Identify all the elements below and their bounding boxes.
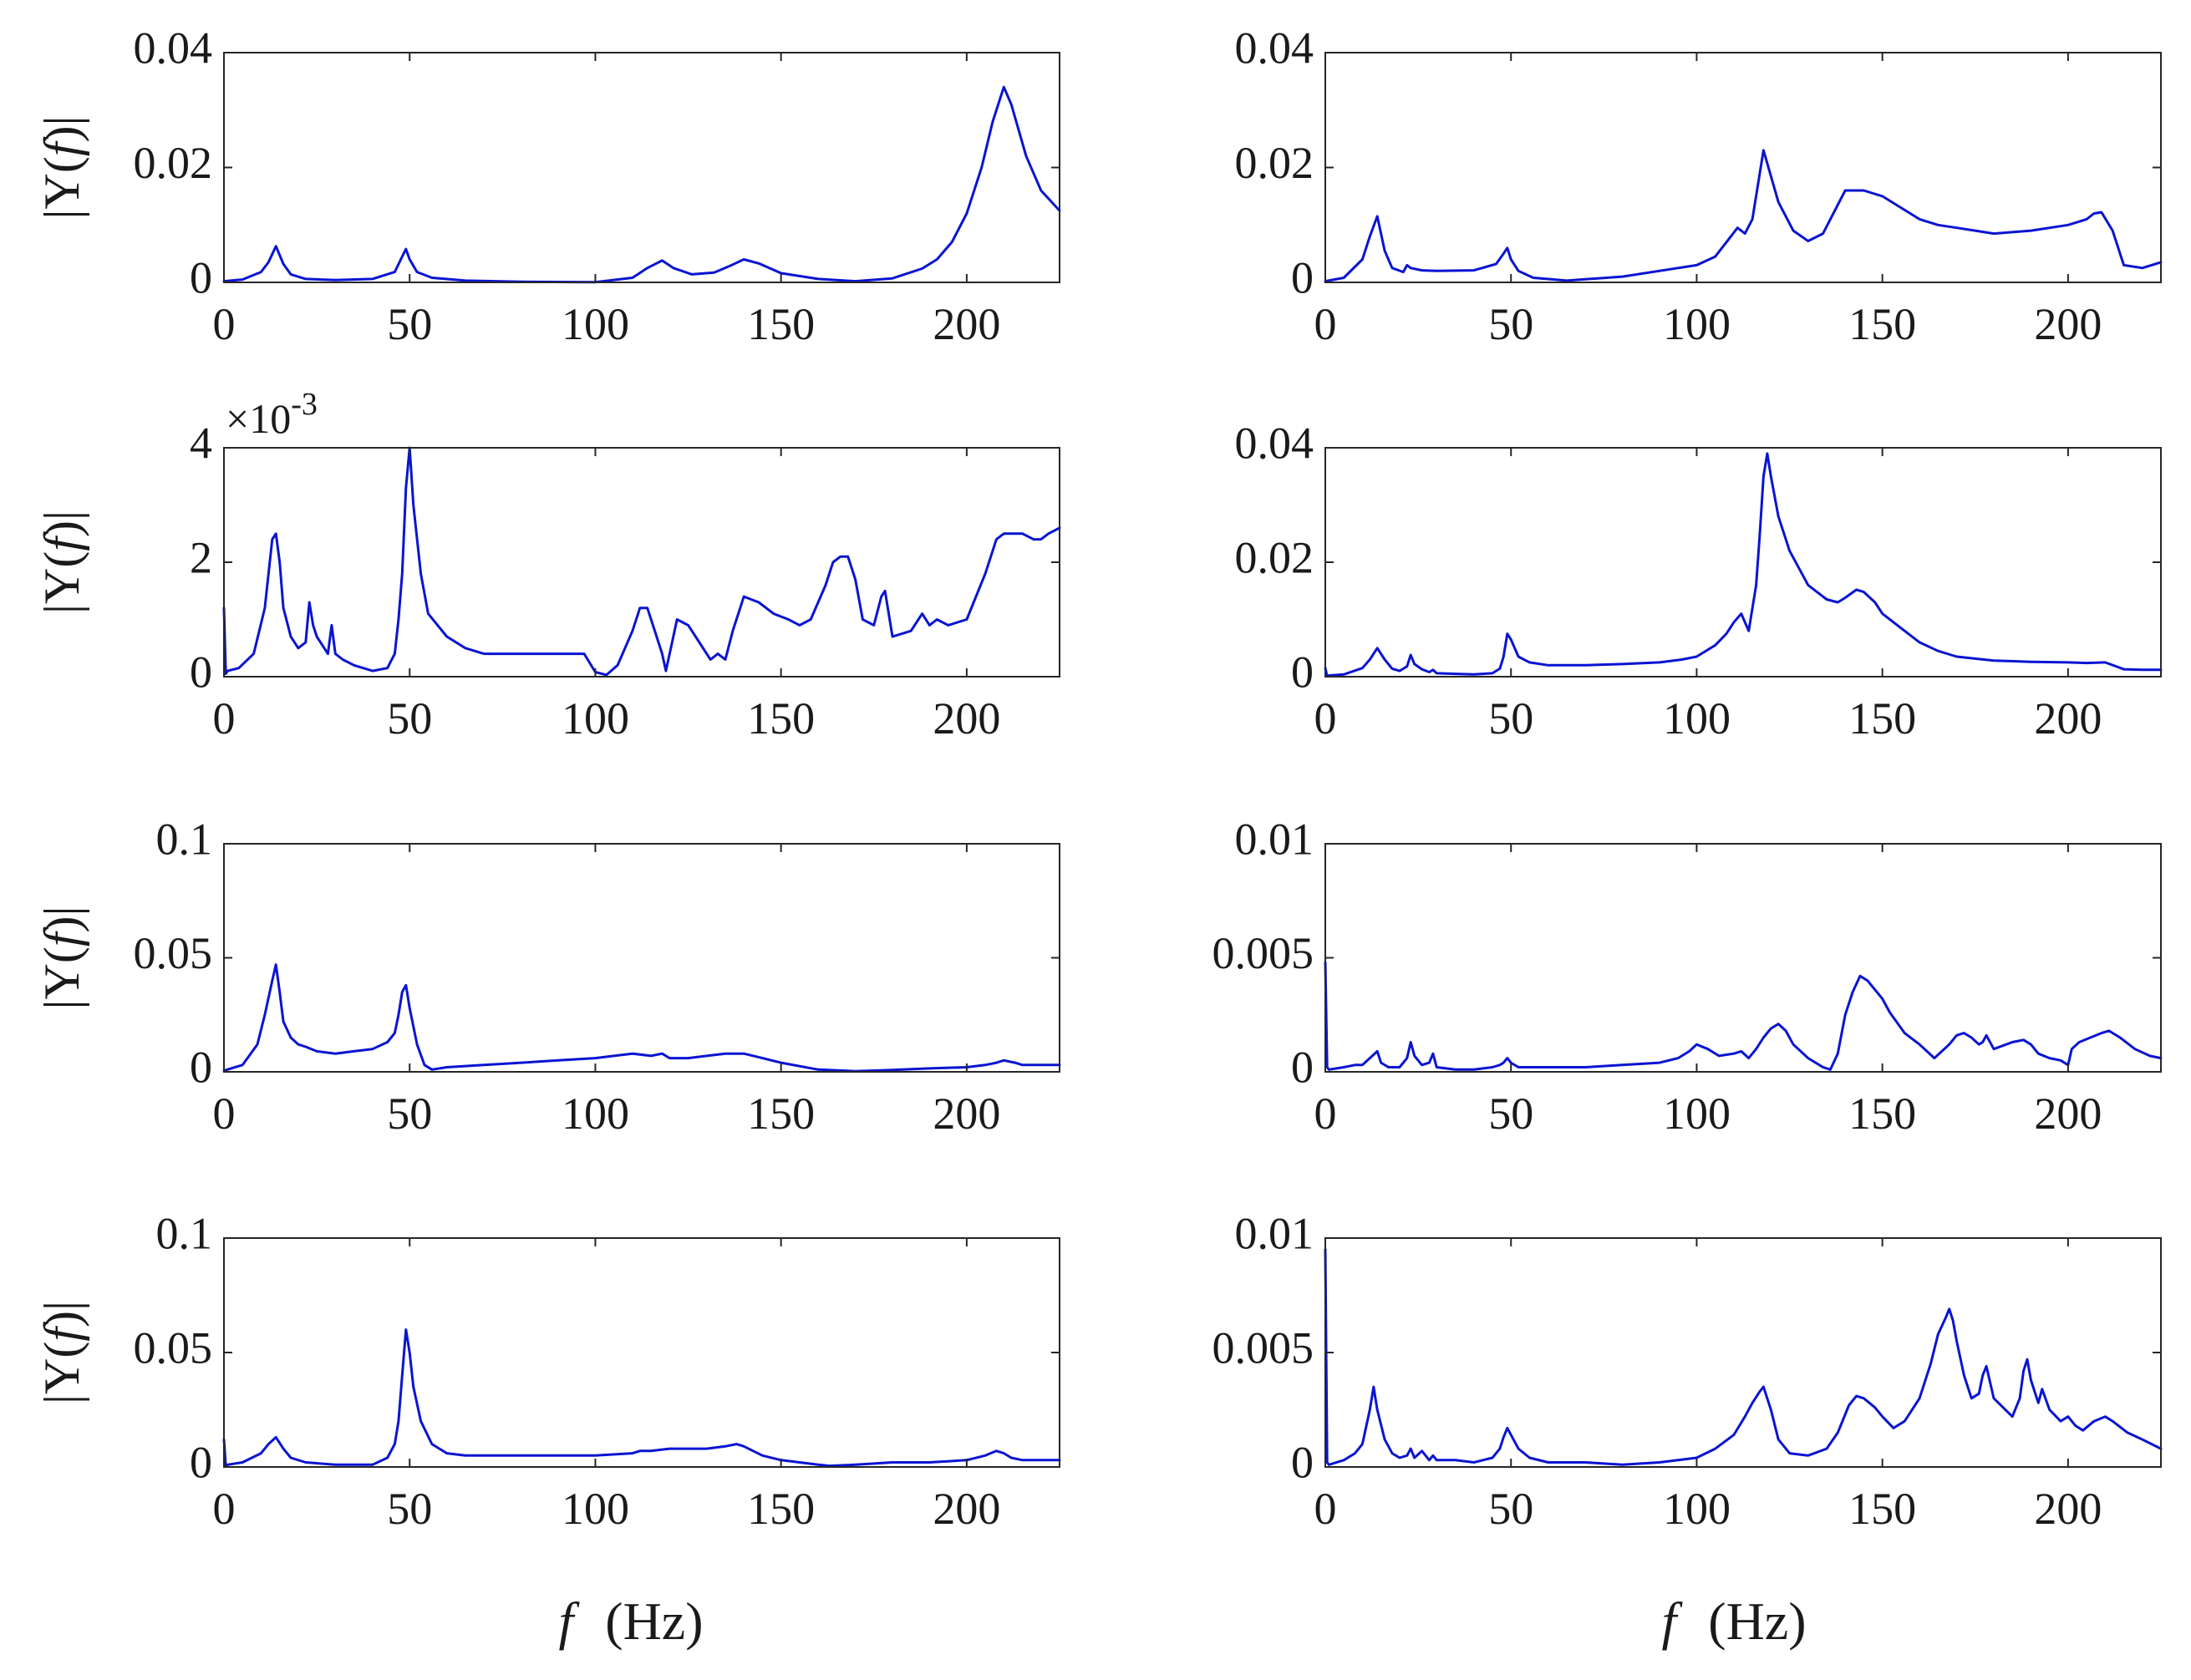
- y-tick-label: 0.02: [134, 138, 213, 188]
- x-tick-label: 50: [387, 1089, 432, 1139]
- y-tick-label: 0.04: [1235, 23, 1314, 73]
- x-tick-label: 150: [747, 693, 815, 744]
- x-tick-label: 50: [387, 693, 432, 744]
- y-tick-label: 0: [190, 1042, 212, 1092]
- x-tick-label: 200: [2034, 1089, 2102, 1139]
- axes-box: [1324, 52, 2162, 283]
- x-tick-label: 50: [1488, 1484, 1533, 1534]
- y-tick-label: 0: [1291, 647, 1314, 697]
- x-tick-label: 150: [747, 1089, 815, 1139]
- x-tick-label: 0: [213, 1089, 236, 1139]
- axes-box: [223, 1237, 1060, 1468]
- chart-panel-row1-left: 0 50 100 150 200 0 0.02 0.04 |Y(f)|: [34, 23, 1061, 349]
- axes-box: [223, 843, 1060, 1073]
- svg-text:f (Hz): f (Hz): [558, 1591, 703, 1651]
- y-axis-label: |Y(f)|: [34, 510, 89, 614]
- x-tick-label: 150: [747, 299, 815, 349]
- x-tick-label: 100: [562, 1089, 629, 1139]
- x-tick-label: 100: [562, 1484, 629, 1534]
- x-tick-label: 100: [1663, 693, 1731, 744]
- x-tick-label: 50: [1488, 693, 1533, 744]
- y-tick-label: 0.005: [1212, 1322, 1314, 1373]
- x-tick-label: 150: [1848, 299, 1916, 349]
- chart-panel-row3-right: 0 50 100 150 200 0 0.005 0.01: [1212, 814, 2163, 1139]
- y-tick-label: 0.02: [1235, 138, 1314, 188]
- x-tick-label: 150: [1848, 1484, 1916, 1534]
- x-tick-label: 0: [1314, 1089, 1337, 1139]
- x-tick-label: 50: [387, 299, 432, 349]
- series-line-row4-left: [222, 1328, 1061, 1468]
- chart-panel-row1-right: 0 50 100 150 200 0 0.02 0.04: [1235, 23, 2163, 349]
- axes-box: [1324, 843, 2162, 1073]
- y-axis-label: |Y(f)|: [34, 1301, 89, 1404]
- axes-box: [223, 447, 1060, 678]
- x-tick-label: 50: [387, 1484, 432, 1534]
- y-tick-label: 0.01: [1235, 814, 1314, 864]
- y-exponent-label: ×10-3: [226, 387, 318, 442]
- y-tick-label: 0.05: [134, 1322, 213, 1373]
- chart-panel-row4-left: 0 50 100 150 200 0 0.05 0.1 |Y(f)|: [34, 1208, 1061, 1534]
- chart-panel-row2-right: 0 50 100 150 200 0 0.02 0.04: [1235, 418, 2163, 744]
- x-tick-label: 100: [562, 299, 629, 349]
- y-tick-label: 0.005: [1212, 928, 1314, 978]
- x-tick-label: 0: [1314, 693, 1337, 744]
- x-tick-label: 200: [933, 1089, 1000, 1139]
- y-tick-label: 0.1: [156, 814, 213, 864]
- x-axis-label-left: f (Hz): [558, 1591, 703, 1651]
- series-line-row2-right: [1324, 452, 2163, 678]
- axes-box: [1324, 447, 2162, 678]
- series-line-row1-right: [1324, 149, 2163, 283]
- y-tick-label: 0: [1291, 1042, 1314, 1092]
- x-tick-label: 200: [933, 1484, 1000, 1534]
- chart-panel-row3-left: 0 50 100 150 200 0 0.05 0.1 |Y(f)|: [34, 814, 1061, 1139]
- y-tick-label: 0.05: [134, 928, 213, 978]
- x-tick-label: 150: [747, 1484, 815, 1534]
- y-axis-label: |Y(f)|: [34, 116, 89, 220]
- y-tick-label: 0.02: [1235, 532, 1314, 582]
- y-tick-label: 0: [1291, 1437, 1314, 1487]
- series-line-row1-left: [222, 85, 1061, 284]
- x-tick-label: 100: [1663, 1089, 1731, 1139]
- y-axis-label: |Y(f)|: [34, 906, 89, 1010]
- chart-panel-row2-left: 0 50 100 150 200 0 2 4 ×10-3 |Y(f)|: [34, 387, 1061, 744]
- x-tick-label: 200: [2034, 693, 2102, 744]
- axes-box: [223, 52, 1060, 283]
- x-axis-label-right: f (Hz): [1661, 1591, 1806, 1651]
- y-tick-label: 0.04: [134, 23, 213, 73]
- x-tick-label: 100: [1663, 1484, 1731, 1534]
- x-tick-label: 200: [933, 299, 1000, 349]
- y-tick-label: 0: [190, 1437, 212, 1487]
- y-tick-label: 0.04: [1235, 418, 1314, 468]
- x-tick-label: 200: [2034, 299, 2102, 349]
- x-tick-label: 50: [1488, 299, 1533, 349]
- x-tick-label: 50: [1488, 1089, 1533, 1139]
- x-tick-label: 100: [1663, 299, 1731, 349]
- x-tick-label: 0: [1314, 1484, 1337, 1534]
- y-tick-label: 0: [190, 647, 212, 697]
- series-line-row4-right: [1324, 1248, 2163, 1466]
- x-tick-label: 0: [213, 693, 236, 744]
- x-tick-label: 200: [933, 693, 1000, 744]
- y-tick-label: 4: [190, 418, 212, 468]
- series-line-row2-left: [222, 446, 1061, 677]
- x-tick-label: 0: [1314, 299, 1337, 349]
- y-tick-label: 0: [1291, 252, 1314, 302]
- x-tick-label: 0: [213, 1484, 236, 1534]
- svg-text:f (Hz): f (Hz): [1661, 1591, 1806, 1651]
- series-line-row3-right: [1324, 961, 2163, 1071]
- x-tick-label: 100: [562, 693, 629, 744]
- y-tick-label: 0: [190, 252, 212, 302]
- chart-panel-row4-right: 0 50 100 150 200 0 0.005 0.01: [1212, 1208, 2163, 1534]
- series-line-row3-left: [222, 963, 1061, 1073]
- y-tick-label: 0.01: [1235, 1208, 1314, 1258]
- y-tick-label: 2: [190, 532, 212, 582]
- x-tick-label: 200: [2034, 1484, 2102, 1534]
- x-tick-label: 150: [1848, 1089, 1916, 1139]
- x-tick-label: 0: [213, 299, 236, 349]
- x-tick-label: 150: [1848, 693, 1916, 744]
- axes-box: [1324, 1237, 2162, 1468]
- y-tick-label: 0.1: [156, 1208, 213, 1258]
